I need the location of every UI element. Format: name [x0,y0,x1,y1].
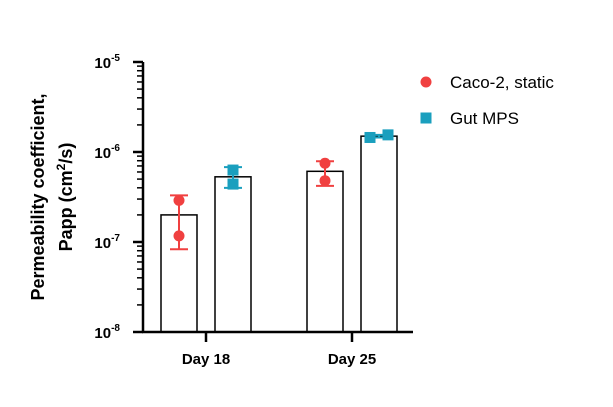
y-tick-exponent-3: -8 [111,323,120,334]
point-0-0-0 [173,194,185,206]
point-1-0-1 [227,178,239,190]
legend-label-1: Gut MPS [450,109,519,128]
point-0-1-0 [319,157,331,169]
x-tick-label-1: Day 25 [328,351,376,368]
y-tick-label-0: 10-5 [94,53,120,72]
y-ticks: 10-510-610-710-8 [94,53,143,342]
y-axis-title-suffix: /s) [56,143,76,164]
bar-1-0 [214,176,252,333]
y-tick-base-0: 10 [94,55,111,72]
y-tick-label-2: 10-7 [94,233,120,252]
y-tick-exponent-1: -6 [111,143,120,154]
y-axis-title-prefix: Papp (cm [56,170,76,251]
y-axis-title-superscript: 2 [54,163,68,170]
x-ticks: Day 18 Day 25 [182,332,376,368]
point-1-0-0 [227,164,239,176]
y-tick-base-1: 10 [94,145,111,162]
y-tick-base-2: 10 [94,235,111,252]
legend-marker-0 [420,76,432,88]
error-bars-layer [170,133,388,251]
point-1-1-0 [364,131,376,143]
y-axis-title-line1: Permeability coefficient, [28,93,48,300]
legend-label-0: Caco-2, static [450,73,554,92]
bar-0-1 [306,170,344,333]
legend: Caco-2, static Gut MPS [420,73,554,128]
y-tick-base-3: 10 [94,325,111,342]
x-tick-label-0: Day 18 [182,351,230,368]
points-layer [173,129,394,242]
y-tick-exponent-2: -7 [111,233,120,244]
y-tick-label-1: 10-6 [94,143,120,162]
legend-marker-1 [420,112,432,124]
y-tick-exponent-0: -5 [111,53,120,64]
point-1-1-1 [382,129,394,141]
bars-layer [160,135,398,333]
point-0-0-1 [173,230,185,242]
y-axis-title-line2: Papp (cm2/s) [54,143,76,252]
y-tick-label-3: 10-8 [94,323,120,342]
point-0-1-1 [319,175,331,187]
bar-1-1 [360,135,398,333]
